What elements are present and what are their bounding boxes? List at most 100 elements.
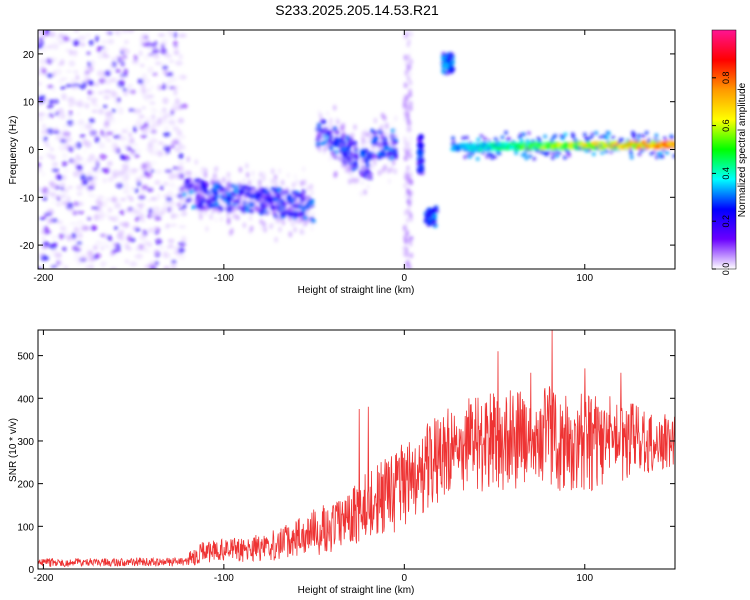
heatmap-cell: [97, 108, 105, 115]
heatmap-cell: [370, 163, 375, 170]
heatmap-cell: [365, 174, 370, 181]
heatmap-cell: [167, 238, 175, 243]
heatmap-cell: [146, 198, 152, 203]
heatmap-cell: [41, 187, 50, 194]
heatmap-cell: [166, 79, 171, 86]
heatmap-cell: [197, 197, 202, 204]
heatmap-cell: [486, 152, 491, 157]
heatmap-cell: [334, 116, 339, 123]
heatmap-cell: [298, 217, 303, 224]
heatmap-cell: [151, 47, 160, 55]
heatmap-cell: [83, 179, 89, 185]
heatmap-cell: [240, 207, 245, 213]
heatmap-cell: [377, 155, 382, 161]
heatmap-cell: [226, 201, 232, 207]
heatmap-cell: [156, 150, 164, 157]
heatmap-cell: [372, 143, 377, 150]
heatmap-cell: [213, 172, 218, 179]
heatmap-cell: [418, 167, 424, 173]
heatmap-cell: [147, 243, 153, 248]
heatmap-cell: [263, 201, 268, 207]
heatmap-cell: [102, 177, 108, 184]
heatmap-cell: [138, 42, 143, 49]
heatmap-cell: [210, 209, 215, 216]
heatmap-cell: [552, 152, 557, 157]
heatmap-cell: [265, 193, 271, 199]
heatmap-cell: [133, 153, 140, 158]
heatmap-cell: [44, 255, 50, 261]
heatmap-cell: [255, 206, 260, 213]
heatmap-cell: [416, 149, 422, 155]
heatmap-cell: [451, 136, 455, 141]
heatmap-cell: [327, 156, 332, 162]
heatmap-cell: [138, 50, 143, 57]
heatmap-cell: [147, 207, 154, 215]
heatmap-cell: [407, 101, 412, 107]
heatmap-cell: [174, 201, 183, 207]
heatmap-cell: [134, 216, 140, 222]
heatmap-cell: [389, 140, 394, 147]
heatmap-cell: [101, 240, 107, 248]
heatmap-cell: [217, 177, 222, 184]
heatmap-cell: [271, 221, 276, 228]
heatmap-cell: [71, 142, 79, 149]
heatmap-cell: [116, 233, 123, 240]
heatmap-cell: [217, 208, 222, 215]
heatmap-cell: [120, 197, 127, 202]
heatmap-cell: [158, 141, 164, 145]
heatmap-cell: [149, 101, 156, 105]
heatmap-cell: [137, 78, 144, 85]
heatmap-cell: [46, 123, 53, 129]
heatmap-cell: [52, 43, 59, 50]
heatmap-cell: [405, 172, 410, 179]
heatmap-cell: [48, 154, 53, 159]
heatmap-cell: [489, 152, 494, 157]
heatmap-cell: [116, 109, 125, 114]
heatmap-cell: [154, 61, 162, 66]
heatmap-cell: [432, 213, 438, 219]
heatmap-cell: [182, 203, 188, 209]
heatmap-cell: [507, 136, 511, 141]
heatmap-cell: [139, 193, 145, 197]
heatmap-cell: [163, 201, 171, 207]
heatmap-cell: [582, 132, 587, 137]
heatmap-cell: [232, 213, 237, 220]
heatmap-cell: [315, 137, 321, 143]
y-tick-label: 20: [23, 50, 35, 61]
heatmap-cell: [571, 134, 576, 139]
heatmap-cell: [405, 252, 410, 259]
heatmap-cell: [177, 241, 186, 247]
heatmap-cell: [323, 127, 328, 134]
heatmap-cell: [390, 120, 395, 127]
heatmap-cell: [404, 149, 409, 156]
heatmap-cell: [90, 59, 96, 67]
heatmap-cell: [88, 130, 95, 134]
heatmap-cell: [407, 260, 412, 267]
heatmap-cell: [115, 117, 124, 124]
heatmap-cell: [315, 142, 321, 148]
heatmap-cell: [169, 144, 176, 149]
heatmap-cell: [105, 197, 111, 202]
heatmap-cell: [214, 200, 220, 206]
heatmap-cell: [287, 199, 293, 205]
heatmap-cell: [41, 130, 49, 135]
heatmap-cell: [112, 127, 118, 134]
heatmap-cell: [73, 69, 79, 75]
x-tick-label: -100: [214, 273, 234, 284]
heatmap-cell: [321, 119, 327, 125]
heatmap-cell: [162, 251, 168, 258]
heatmap-cell: [162, 194, 170, 199]
heatmap-cell: [159, 41, 168, 48]
y-tick-label: 200: [17, 480, 34, 491]
heatmap-cell: [104, 30, 111, 36]
heatmap-cell: [77, 108, 83, 114]
heatmap-cell: [52, 182, 59, 190]
heatmap-cell: [342, 162, 347, 169]
heatmap-cell: [632, 137, 637, 142]
heatmap-cell: [198, 191, 203, 198]
heatmap-cell: [441, 51, 447, 57]
heatmap-cell: [38, 222, 44, 230]
heatmap-cell: [84, 244, 92, 250]
heatmap-cell: [126, 195, 133, 199]
heatmap-cell: [180, 235, 187, 243]
